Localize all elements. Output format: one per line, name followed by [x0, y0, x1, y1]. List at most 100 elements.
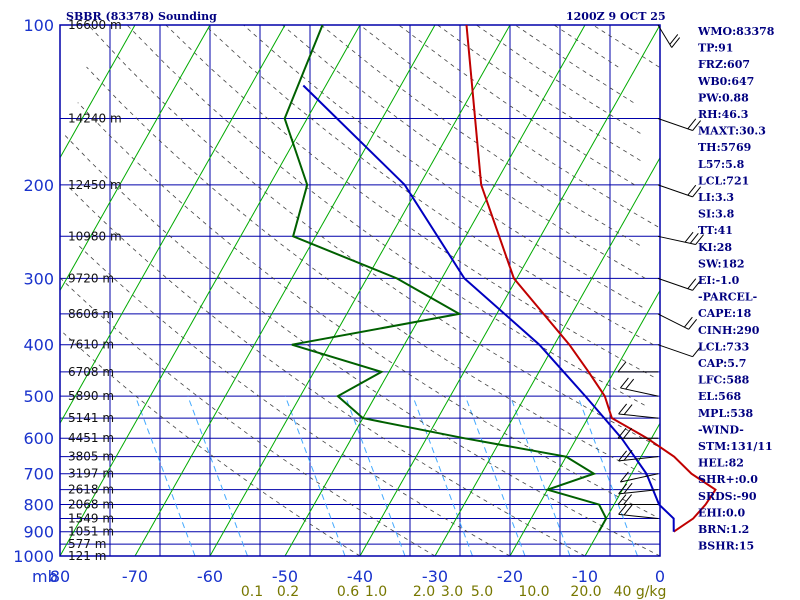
- wind-barb: [617, 361, 658, 373]
- dry-adiabat: [476, 24, 641, 134]
- dry-adiabat: [359, 24, 659, 228]
- dry-adiabat: [165, 24, 654, 378]
- wind-barb-flag: [618, 403, 627, 415]
- mixing-ratio-line: [464, 395, 526, 557]
- pressure-label: 700: [23, 465, 54, 484]
- height-label: 1549 m: [68, 512, 114, 526]
- stat-item: CAP:5.7: [698, 357, 746, 370]
- dry-adiabat: [62, 133, 661, 557]
- mixing-ratio-label: 5.0: [471, 584, 493, 600]
- height-label: 5141 m: [68, 411, 114, 425]
- wind-barb-staff: [657, 277, 693, 291]
- mixing-ratio-label: 20.0: [570, 584, 601, 600]
- dry-adiabat: [320, 24, 640, 246]
- mixing-ratio-line: [344, 395, 406, 557]
- stat-item: CINH:290: [698, 324, 760, 337]
- isotherm-line: [434, 157, 661, 557]
- wind-barb: [618, 449, 659, 462]
- wind-barb-flag: [688, 319, 698, 330]
- isotherm-line: [59, 24, 361, 557]
- temperature-tick: -10: [572, 567, 598, 586]
- isotherm-line: [284, 24, 586, 557]
- dry-adiabat: [592, 24, 660, 68]
- wind-barb-flag: [623, 482, 633, 494]
- height-label: 8606 m: [68, 307, 114, 321]
- mixing-ratio-label: 0.1: [241, 584, 263, 600]
- wind-barb-flag: [689, 233, 699, 244]
- mixing-ratio-line: [509, 395, 571, 557]
- wind-barb: [620, 377, 659, 397]
- wind-barb-flag: [617, 494, 627, 505]
- height-label: 5890 m: [68, 389, 114, 403]
- wind-barb-flag: [684, 231, 694, 243]
- stat-item: STM:131/11: [698, 440, 773, 453]
- wind-barb-flag: [618, 483, 627, 495]
- stat-item: LCL:733: [698, 340, 749, 353]
- wind-barb-staff: [657, 313, 689, 330]
- wind-barb-flag: [692, 346, 702, 358]
- pressure-label: 200: [23, 176, 54, 195]
- wind-barb-flag: [692, 120, 702, 131]
- stat-item: EL:568: [698, 390, 741, 403]
- height-label: 14240 m: [68, 112, 122, 126]
- series-temperature: [465, 24, 717, 533]
- isotherm-line: [209, 24, 511, 557]
- wind-barb: [657, 184, 702, 198]
- height-label: 1051 m: [68, 525, 114, 539]
- wind-barb-flag: [692, 186, 702, 198]
- wind-barb: [618, 482, 659, 495]
- axis-corner-label: mb: [32, 567, 58, 586]
- series-parcel: [302, 84, 675, 532]
- temperature-tick: -20: [497, 567, 523, 586]
- stat-item: SW:182: [698, 257, 745, 270]
- pressure-label: 300: [23, 269, 54, 288]
- height-label: 7610 m: [68, 338, 114, 352]
- temperature-tick: -70: [122, 567, 148, 586]
- height-label: 12450 m: [68, 178, 122, 192]
- dry-adiabat: [63, 332, 361, 557]
- height-label: 6708 m: [68, 365, 114, 379]
- height-label: 10980 m: [68, 229, 122, 243]
- stat-item: SI:3.8: [698, 208, 735, 221]
- wind-barb-flag: [623, 504, 633, 516]
- series-dewpoint: [283, 24, 608, 533]
- height-label: 16600 m: [68, 18, 122, 32]
- wind-barb: [657, 344, 702, 358]
- wind-barb-staff: [657, 184, 693, 198]
- stat-item: HEL:82: [698, 457, 744, 470]
- stat-item: BSHR:15: [698, 540, 754, 553]
- pressure-label: 600: [23, 429, 54, 448]
- wind-barb-flag: [687, 278, 697, 289]
- stat-item: FRZ:607: [698, 58, 750, 71]
- wind-barb-staff: [657, 118, 693, 131]
- chart-date: 1200Z 9 OCT 25: [566, 10, 666, 23]
- wind-barb-flag: [687, 184, 697, 196]
- stat-item: TP:91: [698, 42, 733, 55]
- dry-adiabat: [60, 278, 436, 557]
- isotherm-line: [59, 24, 211, 291]
- pressure-label: 500: [23, 387, 54, 406]
- wind-barb: [618, 504, 659, 520]
- wind-barb-flag: [625, 378, 635, 390]
- stat-item: PW:0.88: [698, 91, 749, 104]
- stat-item: RH:46.3: [698, 108, 748, 121]
- mixing-ratio-line: [187, 395, 248, 557]
- dry-adiabat: [126, 24, 645, 406]
- wind-barb: [617, 427, 658, 439]
- dry-adiabat: [66, 184, 586, 557]
- dry-adiabat: [204, 24, 654, 346]
- dry-adiabat: [78, 245, 511, 557]
- chart-series: [283, 24, 717, 533]
- temperature-tick: -30: [422, 567, 448, 586]
- isotherm-line: [134, 24, 436, 557]
- wind-barb-flag: [623, 449, 633, 461]
- wind-barb: [657, 313, 698, 330]
- pressure-label: 100: [23, 16, 54, 35]
- height-label: 2618 m: [68, 483, 114, 497]
- temperature-tick: -60: [197, 567, 223, 586]
- stat-item: BRN:1.2: [698, 523, 749, 536]
- mixing-ratio-line: [577, 395, 638, 557]
- wind-barbs: [617, 24, 704, 520]
- wind-barb-staff: [657, 235, 696, 246]
- wind-barb-staff: [620, 387, 659, 397]
